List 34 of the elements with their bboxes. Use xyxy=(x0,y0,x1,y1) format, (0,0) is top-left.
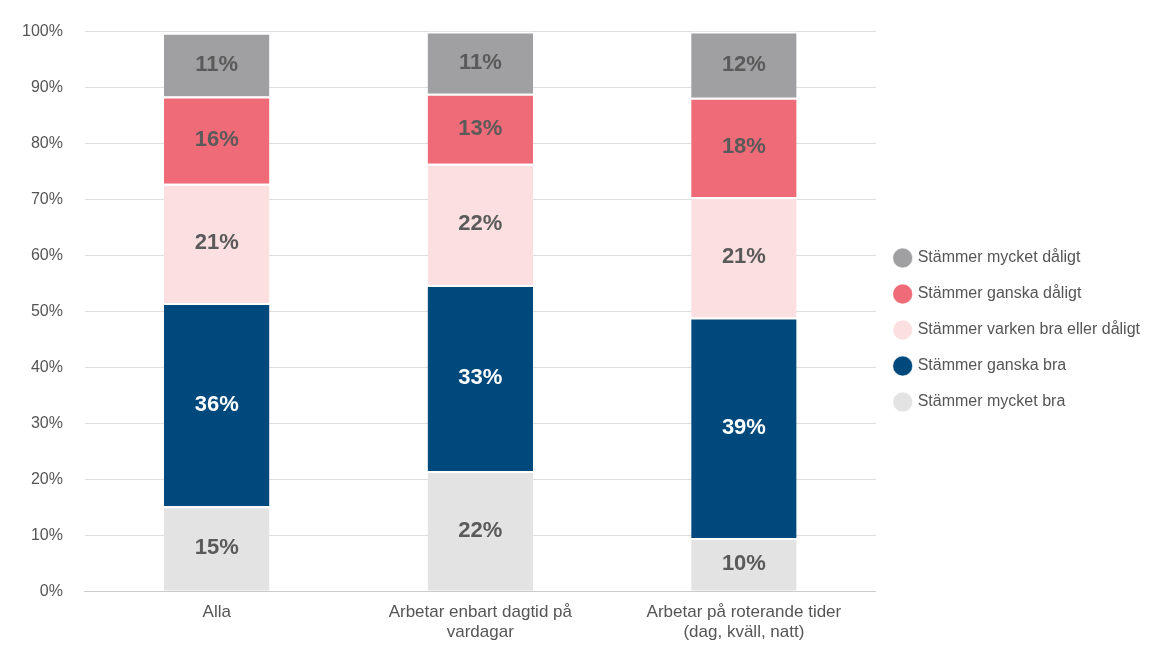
data-label: 22% xyxy=(458,210,503,236)
data-label: 12% xyxy=(721,50,766,76)
x-tick-label: Arbetar enbart dagtid på vardagar xyxy=(388,602,573,642)
y-tick-label: 50% xyxy=(30,301,63,319)
y-tick-label: 40% xyxy=(30,357,63,375)
y-tick-label: 70% xyxy=(30,189,63,207)
y-tick-label: 90% xyxy=(30,77,63,95)
legend-label: Stämmer mycket bra xyxy=(917,392,1066,410)
data-label: 10% xyxy=(721,550,766,576)
y-tick-label: 80% xyxy=(30,133,63,151)
y-tick-label: 100% xyxy=(22,22,63,40)
y-tick-label: 0% xyxy=(39,581,63,599)
y-tick-label: 10% xyxy=(30,525,63,543)
data-label: 36% xyxy=(194,390,239,416)
x-tick-label: Arbetar på roterande tider (dag, kväll, natt) xyxy=(646,602,842,642)
x-tick-label: Alla xyxy=(202,602,232,622)
data-label: 11% xyxy=(195,50,239,76)
data-label: 18% xyxy=(721,133,766,159)
y-tick-label: 60% xyxy=(30,245,63,263)
data-label: 15% xyxy=(194,534,239,560)
data-label: 16% xyxy=(194,126,239,152)
data-label: 21% xyxy=(194,229,239,255)
data-label: 13% xyxy=(458,114,503,140)
y-tick-label: 30% xyxy=(30,413,63,431)
legend-label: Stämmer ganska dåligt xyxy=(917,284,1082,302)
legend-label: Stämmer varken bra eller dåligt xyxy=(917,320,1141,338)
data-label: 39% xyxy=(721,413,766,439)
data-label: 11% xyxy=(458,48,502,74)
data-label: 21% xyxy=(721,243,766,269)
y-tick-label: 20% xyxy=(30,469,63,487)
legend-label: Stämmer ganska bra xyxy=(917,356,1067,374)
data-label: 22% xyxy=(458,516,503,542)
data-label: 33% xyxy=(458,364,503,390)
legend-label: Stämmer mycket dåligt xyxy=(917,248,1081,266)
